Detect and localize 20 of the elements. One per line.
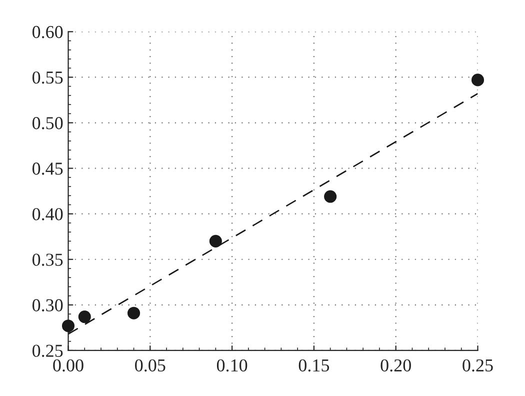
x-tick-label: 0.25 — [462, 359, 493, 372]
x-tick-label: 0.05 — [135, 359, 166, 372]
x-tick-label: 0.20 — [380, 359, 411, 372]
point — [471, 74, 484, 86]
point — [209, 234, 222, 248]
x-tick-label: 0.10 — [216, 359, 248, 372]
y-tick-label: 0.55 — [32, 71, 63, 84]
y-tick-label: 0.25 — [32, 344, 63, 357]
y-tick-label: 0.40 — [32, 208, 63, 220]
y-tick-label: 0.35 — [32, 254, 63, 266]
y-tick-label: 0.45 — [32, 162, 63, 175]
y-tick-label: 0.50 — [32, 117, 63, 130]
point — [324, 190, 337, 203]
point — [62, 320, 75, 332]
y-tick-label: 0.30 — [32, 299, 63, 312]
point — [78, 310, 91, 324]
point — [127, 306, 140, 320]
x-tick-label: 0.00 — [53, 359, 84, 372]
y-tick-label: 0.60 — [32, 26, 63, 38]
x-tick-label: 0.15 — [298, 359, 330, 372]
